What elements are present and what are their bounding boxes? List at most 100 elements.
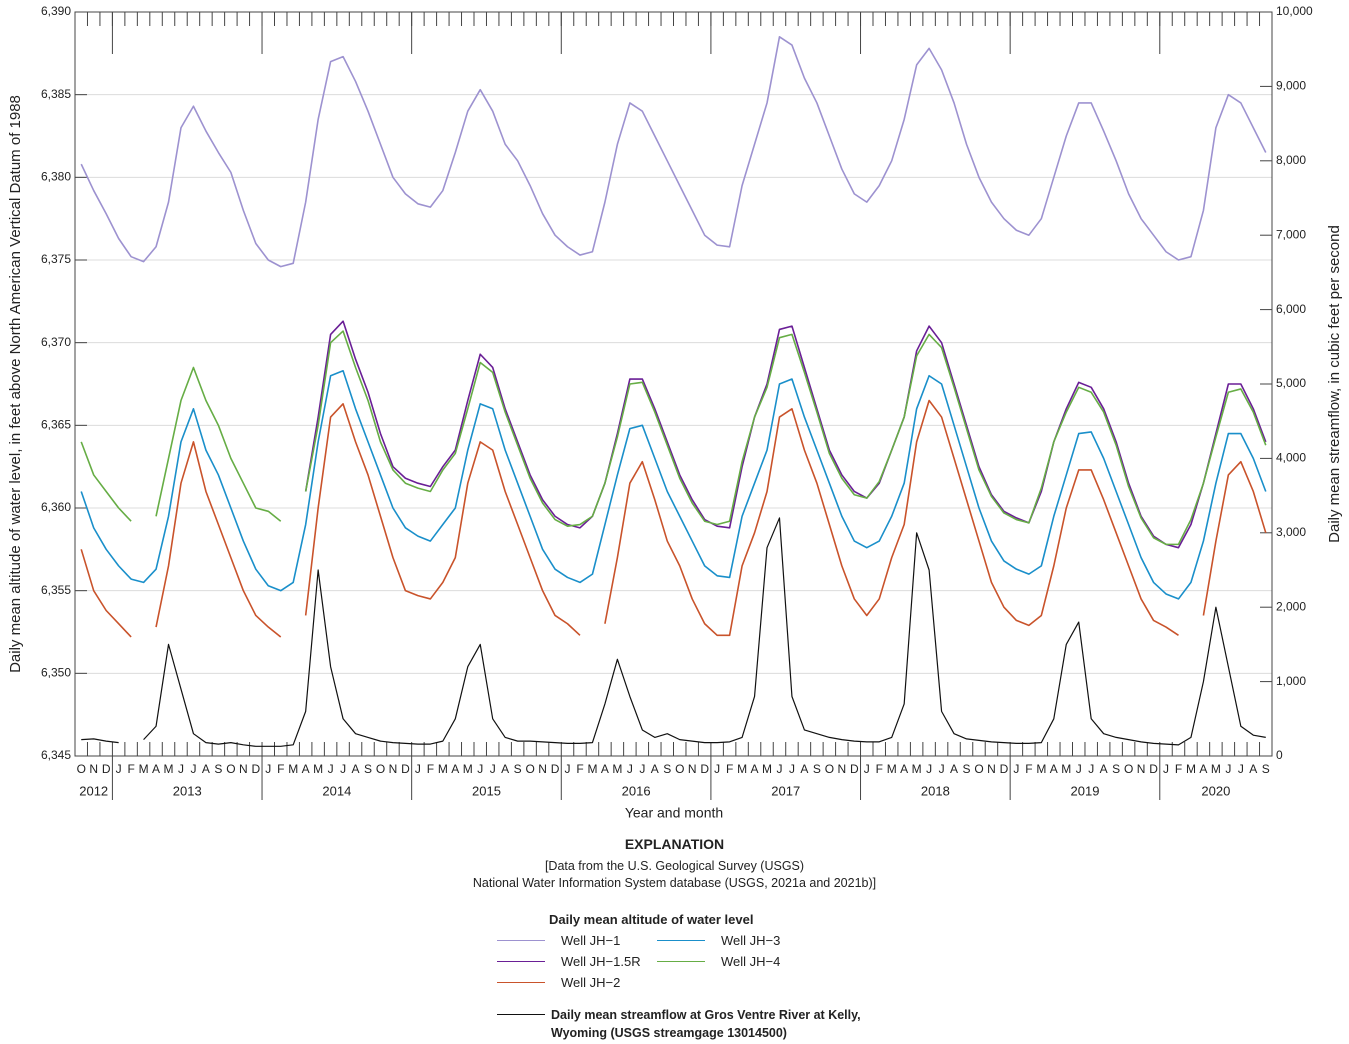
x-tick-label: S <box>1112 762 1120 776</box>
year-label: 2015 <box>472 783 501 798</box>
y-tick-label: 6,355 <box>41 583 71 597</box>
y-tick-label: 6,370 <box>41 335 71 349</box>
legend-swatch <box>657 940 705 941</box>
x-tick-label: J <box>1013 762 1019 776</box>
x-tick-label: J <box>477 762 483 776</box>
x-tick-label: J <box>340 762 346 776</box>
x-tick-label: M <box>438 762 448 776</box>
x-tick-label: O <box>226 762 235 776</box>
y-tick-label: 6,345 <box>41 748 71 762</box>
x-tick-label: A <box>601 762 609 776</box>
x-tick-label: J <box>565 762 571 776</box>
x-tick-label: O <box>525 762 534 776</box>
legend-entry: Well JH−3 <box>657 930 817 951</box>
x-tick-label: S <box>214 762 222 776</box>
x-tick-label: N <box>538 762 547 776</box>
x-tick-label: F <box>576 762 583 776</box>
x-tick-label: J <box>415 762 421 776</box>
y-tick-label: 6,360 <box>41 500 71 514</box>
legend-group-title: Daily mean altitude of water level <box>549 912 754 927</box>
x-tick-label: J <box>1225 762 1231 776</box>
x-tick-label: S <box>364 762 372 776</box>
x-tick-label: A <box>1249 762 1257 776</box>
series-line <box>304 320 1267 549</box>
x-tick-label: A <box>950 762 958 776</box>
x-tick-label: O <box>825 762 834 776</box>
x-tick-label: J <box>190 762 196 776</box>
x-tick-label: N <box>389 762 398 776</box>
x-tick-label: N <box>688 762 697 776</box>
y-tick-label: 6,365 <box>41 418 71 432</box>
x-tick-label: F <box>1175 762 1182 776</box>
y2-tick-label: 3,000 <box>1276 525 1306 539</box>
x-tick-label: M <box>139 762 149 776</box>
x-tick-label: S <box>1262 762 1270 776</box>
x-tick-label: A <box>202 762 210 776</box>
legend: EXPLANATION [Data from the U.S. Geologic… <box>0 832 1349 1040</box>
x-tick-label: A <box>900 762 908 776</box>
x-tick-label: O <box>77 762 86 776</box>
x-tick-label: J <box>926 762 932 776</box>
x-tick-label: S <box>813 762 821 776</box>
legend-entry: Well JH−4 <box>657 951 817 972</box>
x-tick-label: A <box>352 762 360 776</box>
x-tick-label: A <box>152 762 160 776</box>
x-tick-label: F <box>726 762 733 776</box>
x-tick-label: J <box>639 762 645 776</box>
legend-label: Daily mean streamflow at Gros Ventre Riv… <box>551 1008 861 1040</box>
x-tick-label: F <box>127 762 134 776</box>
year-label: 2012 <box>79 783 108 798</box>
y2-tick-label: 7,000 <box>1276 227 1306 241</box>
legend-swatch <box>657 961 705 962</box>
legend-entry: Well JH−1.5R <box>497 951 657 972</box>
x-tick-label: O <box>376 762 385 776</box>
x-tick-label: A <box>800 762 808 776</box>
x-tick-label: M <box>612 762 622 776</box>
x-tick-label: D <box>551 762 560 776</box>
x-tick-label: J <box>776 762 782 776</box>
x-tick-label: J <box>789 762 795 776</box>
year-label: 2019 <box>1071 783 1100 798</box>
x-tick-label: F <box>277 762 284 776</box>
series-line <box>80 330 1267 546</box>
x-tick-label: N <box>89 762 98 776</box>
x-tick-label: J <box>116 762 122 776</box>
x-tick-label: D <box>251 762 260 776</box>
x-tick-label: N <box>837 762 846 776</box>
y-tick-label: 6,350 <box>41 666 71 680</box>
legend-entry: Well JH−2 <box>497 972 657 993</box>
x-tick-label: J <box>1088 762 1094 776</box>
x-tick-label: M <box>1211 762 1221 776</box>
year-label: 2014 <box>322 783 351 798</box>
x-tick-label: M <box>313 762 323 776</box>
x-tick-label: J <box>328 762 334 776</box>
x-tick-label: J <box>864 762 870 776</box>
x-tick-label: O <box>1124 762 1133 776</box>
legend-swatch <box>497 1014 545 1015</box>
x-tick-label: J <box>178 762 184 776</box>
x-tick-label: M <box>587 762 597 776</box>
x-tick-label: M <box>1036 762 1046 776</box>
x-tick-label: S <box>663 762 671 776</box>
legend-entries: Well JH−1 Well JH−1.5R Well JH−2 Well JH−3 W… <box>497 930 817 993</box>
x-tick-label: N <box>239 762 248 776</box>
x-tick-label: J <box>1076 762 1082 776</box>
x-tick-label: M <box>1061 762 1071 776</box>
x-tick-label: M <box>463 762 473 776</box>
x-tick-label: A <box>1199 762 1207 776</box>
legend-label: Well JH−1 <box>561 933 621 948</box>
series-line <box>80 369 1267 600</box>
y-axis-title: Daily mean altitude of water level, in f… <box>7 95 24 673</box>
x-tick-label: O <box>974 762 983 776</box>
x-tick-label: F <box>1025 762 1032 776</box>
x-tick-label: F <box>427 762 434 776</box>
note-line: [Data from the U.S. Geological Survey (U… <box>544 859 805 873</box>
legend-swatch <box>497 961 545 962</box>
x-axis-title: Year and month <box>625 805 723 821</box>
x-tick-label: D <box>1149 762 1158 776</box>
x-tick-label: A <box>651 762 659 776</box>
y-tick-label: 6,380 <box>41 170 71 184</box>
x-tick-label: J <box>627 762 633 776</box>
x-tick-label: D <box>102 762 111 776</box>
plot-frame <box>74 11 1273 757</box>
